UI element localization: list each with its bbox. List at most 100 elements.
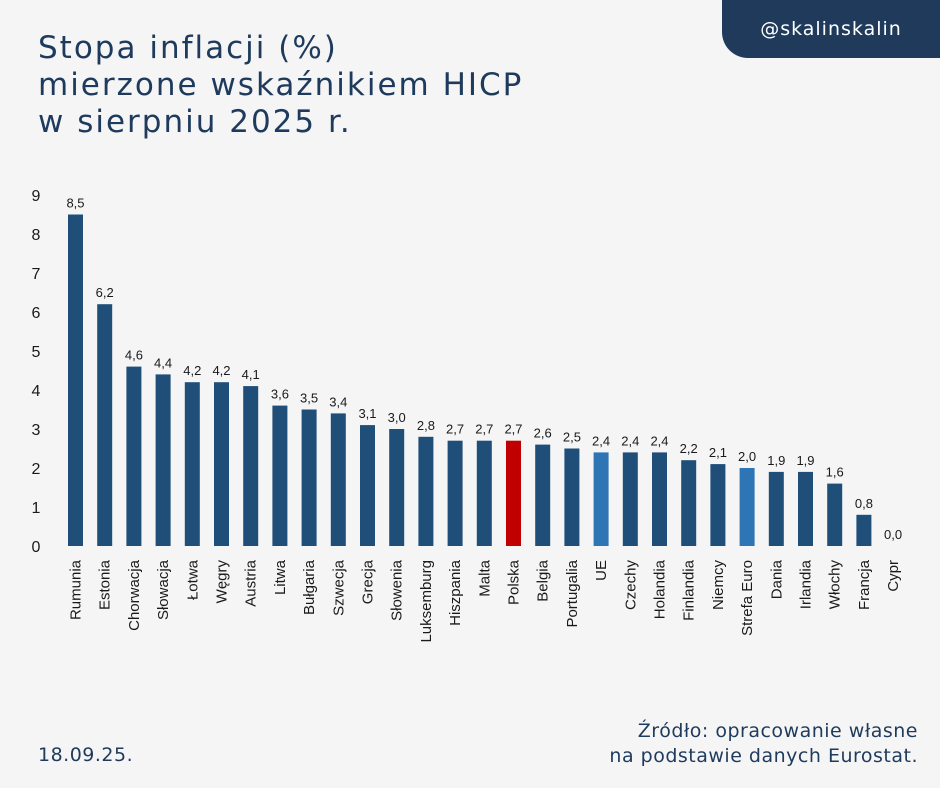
bar bbox=[214, 382, 229, 546]
x-tick-label: Francja bbox=[856, 559, 873, 610]
data-label: 2,7 bbox=[446, 422, 464, 437]
x-tick-label: Rumunia bbox=[68, 559, 85, 620]
bar bbox=[798, 471, 813, 546]
bar bbox=[360, 425, 375, 546]
data-label: 4,6 bbox=[125, 348, 143, 363]
bar bbox=[184, 382, 200, 546]
x-tick-label: Węgry bbox=[214, 560, 231, 604]
x-tick-label: Estonia bbox=[97, 559, 114, 610]
y-tick-label: 8 bbox=[32, 227, 41, 244]
data-label: 3,1 bbox=[358, 406, 376, 421]
x-tick-label: Łotwa bbox=[184, 559, 201, 600]
title-line-1: Stopa inflacji (%) bbox=[38, 30, 338, 66]
bar bbox=[447, 440, 463, 546]
x-tick-label: Niemcy bbox=[710, 560, 727, 611]
x-tick-label: Bułgaria bbox=[301, 559, 318, 615]
data-label: 2,2 bbox=[680, 441, 698, 456]
x-tick-label: Belgia bbox=[535, 559, 552, 601]
y-tick-label: 6 bbox=[32, 305, 41, 322]
data-label: 2,4 bbox=[621, 433, 639, 448]
x-tick-label: Dania bbox=[768, 559, 785, 599]
data-label: 2,4 bbox=[592, 433, 610, 448]
bar bbox=[330, 413, 346, 546]
source-line-2: na podstawie danych Eurostat. bbox=[609, 745, 918, 767]
x-tick-label: Chorwacja bbox=[126, 559, 143, 631]
data-label: 2,0 bbox=[738, 449, 756, 464]
bar bbox=[768, 471, 784, 546]
data-label: 1,9 bbox=[767, 453, 785, 468]
data-label: 4,2 bbox=[183, 363, 201, 378]
data-label: 2,7 bbox=[475, 422, 493, 437]
y-tick-label: 3 bbox=[32, 422, 41, 439]
y-tick-label: 5 bbox=[32, 344, 41, 361]
source-line-1: Źródło: opracowanie własne bbox=[637, 720, 918, 742]
bar bbox=[856, 514, 872, 546]
bar bbox=[622, 452, 638, 546]
bar bbox=[827, 483, 843, 546]
bar bbox=[243, 386, 259, 546]
x-tick-label: Słowenia bbox=[389, 559, 406, 621]
data-label: 3,0 bbox=[388, 410, 406, 425]
data-label: 2,1 bbox=[709, 445, 727, 460]
x-tick-label: Strefa Euro bbox=[739, 560, 756, 636]
y-tick-label: 0 bbox=[32, 539, 41, 556]
bar bbox=[476, 440, 492, 546]
x-tick-label: Malta bbox=[476, 559, 493, 596]
x-tick-label: Portugalia bbox=[564, 559, 581, 627]
title-line-3: w sierpniu 2025 r. bbox=[38, 104, 352, 140]
data-label: 3,6 bbox=[271, 387, 289, 402]
bar bbox=[97, 304, 113, 546]
bar bbox=[739, 468, 755, 546]
title-line-2: mierzone wskaźnikiem HICP bbox=[38, 67, 524, 103]
data-label: 0,0 bbox=[884, 527, 902, 542]
publication-date: 18.09.25. bbox=[38, 744, 134, 766]
x-tick-label: Hiszpania bbox=[447, 559, 464, 626]
data-label: 6,2 bbox=[96, 285, 114, 300]
source-note: Źródło: opracowanie własne na podstawie … bbox=[609, 719, 918, 769]
bar bbox=[564, 448, 580, 546]
data-label: 2,8 bbox=[417, 418, 435, 433]
bar bbox=[389, 429, 405, 546]
x-tick-label: Finlandia bbox=[681, 559, 698, 621]
y-tick-label: 4 bbox=[32, 383, 41, 400]
data-label: 3,5 bbox=[300, 391, 318, 406]
x-tick-label: Włochy bbox=[827, 560, 844, 610]
bar bbox=[681, 460, 697, 546]
data-label: 8,5 bbox=[66, 196, 84, 211]
x-tick-label: Polska bbox=[506, 559, 523, 605]
bar bbox=[535, 444, 551, 546]
data-label: 2,7 bbox=[504, 422, 522, 437]
bar bbox=[418, 436, 434, 546]
data-label: 4,2 bbox=[212, 363, 230, 378]
y-tick-label: 2 bbox=[32, 461, 41, 478]
bar bbox=[652, 452, 667, 546]
y-tick-label: 9 bbox=[32, 188, 41, 205]
bar bbox=[301, 409, 317, 546]
bar bbox=[272, 405, 288, 546]
x-tick-label: Litwa bbox=[272, 559, 289, 595]
bar bbox=[68, 214, 83, 546]
x-tick-label: Cypr bbox=[885, 560, 902, 592]
bar bbox=[593, 452, 609, 546]
data-label: 3,4 bbox=[329, 394, 347, 409]
x-tick-label: UE bbox=[593, 560, 610, 581]
data-label: 2,6 bbox=[534, 426, 552, 441]
x-tick-label: Czechy bbox=[622, 560, 639, 611]
data-label: 4,1 bbox=[242, 367, 260, 382]
chart-title: Stopa inflacji (%) mierzone wskaźnikiem … bbox=[38, 30, 523, 141]
data-label: 2,5 bbox=[563, 430, 581, 445]
x-tick-label: Luksemburg bbox=[418, 560, 435, 643]
x-tick-label: Austria bbox=[243, 559, 260, 606]
data-label: 2,4 bbox=[650, 433, 668, 448]
x-tick-label: Holandia bbox=[652, 559, 669, 619]
bar bbox=[506, 440, 521, 546]
author-handle-badge: @skalinskalin bbox=[722, 0, 940, 58]
x-tick-label: Irlandia bbox=[798, 559, 815, 609]
bar bbox=[155, 374, 171, 546]
data-label: 1,6 bbox=[826, 465, 844, 480]
y-tick-label: 7 bbox=[32, 266, 41, 283]
data-label: 4,4 bbox=[154, 355, 172, 370]
bar bbox=[710, 464, 726, 546]
x-tick-label: Szwecja bbox=[330, 559, 347, 616]
